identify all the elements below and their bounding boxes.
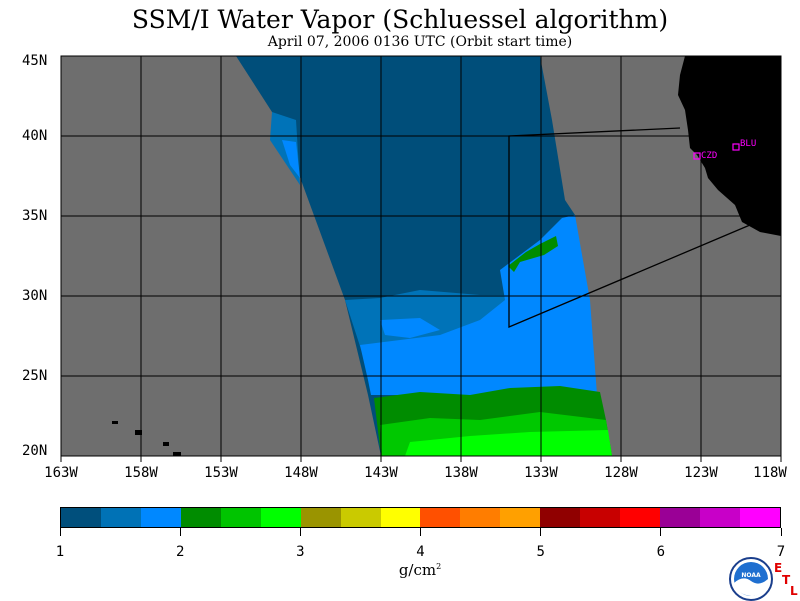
colorbar bbox=[60, 507, 781, 528]
colorbar-tick-label: 5 bbox=[536, 544, 545, 560]
colorbar-segment bbox=[220, 508, 261, 527]
colorbar-segment bbox=[500, 508, 541, 527]
lat-label-30n: 30N bbox=[22, 288, 48, 304]
colorbar-units: g/cm2 bbox=[0, 561, 800, 579]
station-blu-label: BLU bbox=[740, 139, 756, 149]
colorbar-tick-label: 6 bbox=[656, 544, 666, 560]
map-title: SSM/I Water Vapor (Schluessel algorithm) bbox=[131, 5, 669, 34]
noaa-logo-text: NOAA bbox=[741, 572, 761, 579]
island-4 bbox=[173, 452, 181, 456]
axis-ticks bbox=[60, 456, 782, 462]
colorbar-segment bbox=[100, 508, 141, 527]
lon-label-153w: 153W bbox=[204, 465, 238, 481]
units-text: g/cm bbox=[398, 561, 437, 579]
colorbar-tick bbox=[59, 528, 61, 536]
colorbar-segment bbox=[660, 508, 700, 527]
map-subtitle: April 07, 2006 0136 UTC (Orbit start tim… bbox=[267, 34, 573, 50]
island-3 bbox=[163, 442, 169, 446]
lon-label-128w: 128W bbox=[604, 465, 638, 481]
grid-lines bbox=[61, 56, 781, 456]
map-frame bbox=[60, 55, 782, 457]
colorbar-segment bbox=[620, 508, 661, 527]
colorbar-segment bbox=[700, 508, 740, 527]
lon-label-158w: 158W bbox=[124, 465, 158, 481]
lat-label-20n: 20N bbox=[22, 443, 48, 459]
swath-high-band bbox=[360, 215, 597, 395]
track-lines bbox=[508, 127, 751, 328]
lon-label-138w: 138W bbox=[444, 465, 478, 481]
colorbar-segment bbox=[460, 508, 501, 527]
lon-label-148w: 148W bbox=[284, 465, 318, 481]
station-czd-label: CZD bbox=[701, 151, 717, 161]
swath-high-left bbox=[282, 140, 300, 178]
colorbar-tick-label: 1 bbox=[55, 544, 65, 560]
units-superscript: 2 bbox=[436, 562, 442, 571]
etl-letter-e: E bbox=[774, 561, 783, 575]
swath-green-bright bbox=[405, 430, 612, 456]
colorbar-tick-label: 2 bbox=[175, 544, 185, 560]
colorbar-tick-label: 3 bbox=[296, 544, 305, 560]
colorbar-tick bbox=[780, 528, 782, 536]
swath-green-patches-north bbox=[508, 236, 558, 272]
colorbar-tick bbox=[179, 528, 181, 536]
lat-label-25n: 25N bbox=[22, 368, 48, 384]
island-2 bbox=[135, 430, 142, 435]
colorbar-segment bbox=[260, 508, 301, 527]
lon-label-123w: 123W bbox=[684, 465, 718, 481]
colorbar-tick bbox=[660, 528, 662, 536]
swath-high-patches bbox=[380, 318, 440, 338]
etl-letter-l: L bbox=[790, 584, 798, 598]
lon-label-118w: 118W bbox=[753, 465, 787, 481]
lon-label-143w: 143W bbox=[364, 465, 398, 481]
colorbar-segment bbox=[140, 508, 181, 527]
colorbar-segment bbox=[340, 508, 381, 527]
colorbar-segment bbox=[380, 508, 421, 527]
colorbar-segment bbox=[61, 508, 101, 527]
lon-label-163w: 163W bbox=[44, 465, 78, 481]
colorbar-tick bbox=[420, 528, 421, 536]
land-north-america bbox=[678, 56, 781, 236]
lon-label-133w: 133W bbox=[524, 465, 558, 481]
colorbar-tick-label: 7 bbox=[776, 544, 786, 560]
colorbar-tick-label: 4 bbox=[416, 544, 425, 560]
colorbar-segment bbox=[420, 508, 461, 527]
island-1 bbox=[112, 421, 118, 424]
colorbar-segment bbox=[739, 508, 780, 527]
colorbar-segment bbox=[180, 508, 221, 527]
station-czd-marker bbox=[693, 152, 701, 160]
etl-letter-t: T bbox=[782, 573, 791, 587]
colorbar-segment bbox=[540, 508, 581, 527]
station-blu-marker bbox=[732, 143, 740, 151]
noaa-logo-icon: NOAA bbox=[729, 557, 773, 601]
lat-label-35n: 35N bbox=[22, 208, 48, 224]
colorbar-segment bbox=[300, 508, 341, 527]
colorbar-tick bbox=[540, 528, 542, 536]
lat-label-45n: 45N bbox=[22, 53, 48, 69]
colorbar-segment bbox=[580, 508, 621, 527]
colorbar-tick bbox=[299, 528, 301, 536]
lat-label-40n: 40N bbox=[22, 128, 48, 144]
